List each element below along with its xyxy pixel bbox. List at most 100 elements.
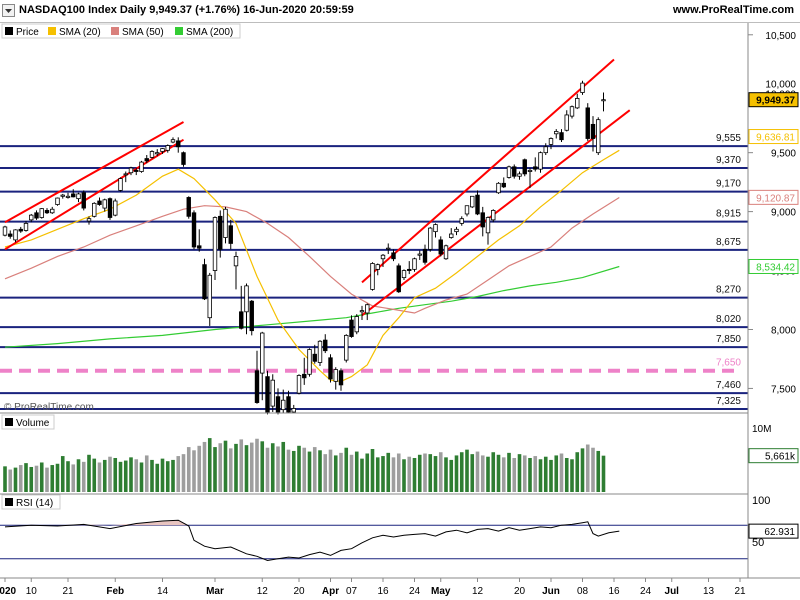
candle-body (291, 408, 296, 413)
volume-bar (165, 461, 170, 492)
candle-body (569, 106, 575, 117)
candle-body (170, 139, 176, 143)
volume-bar (428, 454, 433, 492)
volume-bar (34, 465, 39, 492)
candle-body (29, 214, 34, 221)
volume-bars (3, 438, 606, 492)
time-axis: 2020 10 21 Feb 14 Mar 12 20 Apr 07 16 24 May 12 20 Jun 0… (0, 577, 800, 597)
level-label: 8,675 (716, 237, 741, 248)
candle-body (538, 152, 543, 170)
rsi-plot (0, 519, 748, 562)
chart-title: NASDAQ100 Index Daily 9,949.37 (+1.76%) … (19, 4, 354, 16)
rsi-legend-label: RSI (14) (16, 498, 53, 509)
volume-bar (407, 456, 412, 492)
candle-body (433, 224, 438, 233)
candle-body (307, 349, 312, 375)
price-tick-label: 9,000 (771, 208, 796, 219)
time-tick-label: 12 (472, 586, 484, 597)
volume-bar (181, 454, 186, 492)
volume-bar (344, 447, 349, 492)
candle-body (323, 339, 328, 352)
candle-body (359, 310, 365, 313)
volume-tick-label: 10M (752, 424, 771, 435)
candle-body (71, 193, 76, 198)
candle-body (239, 311, 244, 329)
volume-bar (375, 457, 380, 492)
candle-body (564, 114, 569, 131)
volume-bar (307, 451, 312, 492)
volume-bar (444, 457, 448, 492)
time-tick-label: 10 (26, 586, 38, 597)
candle-body (386, 247, 391, 250)
volume-bar (570, 459, 574, 492)
pink-level-label: 7,650 (716, 358, 741, 369)
volume-bar (549, 459, 553, 492)
candle-body (134, 169, 139, 172)
candle-body (233, 255, 239, 267)
candle-body (454, 228, 459, 233)
volume-bar (186, 447, 191, 492)
candle-body (417, 253, 422, 256)
volume-value-badge (748, 448, 799, 464)
candle-body (475, 194, 480, 215)
price-tick-label-partial: 10,000 (765, 80, 796, 91)
volume-bar (386, 452, 391, 492)
candle-body (223, 208, 228, 238)
volume-bar (29, 466, 34, 492)
candle-body (459, 218, 464, 224)
chart-header: NASDAQ100 Index Daily 9,949.37 (+1.76%) … (0, 0, 800, 23)
candle-body (176, 140, 181, 148)
candle-body (286, 396, 291, 413)
candle-body (8, 233, 13, 237)
rsi-tick-label: 50 (752, 537, 764, 549)
candle-body (270, 379, 275, 407)
candle-body (344, 334, 349, 361)
time-tick-label: Apr (322, 586, 339, 597)
volume-bar (160, 458, 165, 492)
rsi-legend-box (1, 494, 61, 510)
volume-bar (328, 449, 333, 492)
legend-sma200-label: SMA (200) (186, 27, 233, 38)
volume-bar (349, 454, 354, 492)
candle-body (165, 145, 170, 151)
site-url[interactable]: www.ProRealTime.com (672, 4, 794, 16)
volume-bar (123, 460, 128, 492)
volume-bar (585, 444, 590, 492)
volume-bar (312, 447, 317, 492)
candle-body (228, 225, 233, 244)
candle-body (601, 99, 606, 102)
volume-bar (323, 454, 328, 492)
volume-bar (39, 462, 44, 492)
candle-body (18, 228, 23, 232)
candle-body (438, 239, 443, 255)
value-axis: 10,50010,0009,5009,0008,5008,0007,50010,… (747, 23, 799, 578)
volume-panel: Volume (0, 412, 748, 492)
volume-bar (291, 450, 296, 492)
volume-bar (475, 451, 480, 492)
time-tick-label: Mar (206, 586, 224, 597)
value-badge-text-sma20: 9,636.81 (756, 133, 795, 144)
time-tick-label: 24 (640, 586, 652, 597)
candle-body (113, 200, 118, 216)
volume-bar (144, 455, 149, 492)
value-badge-sma20 (748, 129, 799, 145)
volume-bar (118, 461, 123, 492)
volume-bar (517, 454, 522, 492)
time-tick-label: Jun (542, 586, 560, 597)
volume-value-text: 5,661k (765, 452, 796, 463)
volume-bar (438, 452, 443, 492)
legend-sma20-swatch (48, 27, 56, 35)
legend-sma200-swatch (175, 27, 183, 35)
price-tick-label: 10,500 (765, 31, 796, 42)
collapse-chart-icon[interactable] (2, 4, 15, 17)
candle-body (149, 151, 155, 158)
volume-bar (18, 465, 23, 492)
value-badge-text-price: 9,949.37 (756, 96, 795, 107)
candle-body (92, 202, 97, 217)
legend-price-swatch (5, 27, 13, 35)
candle-body (212, 217, 218, 271)
candle-body (396, 265, 401, 293)
volume-bar (339, 452, 343, 492)
channel-line (361, 58, 615, 284)
volume-bar (8, 469, 13, 492)
